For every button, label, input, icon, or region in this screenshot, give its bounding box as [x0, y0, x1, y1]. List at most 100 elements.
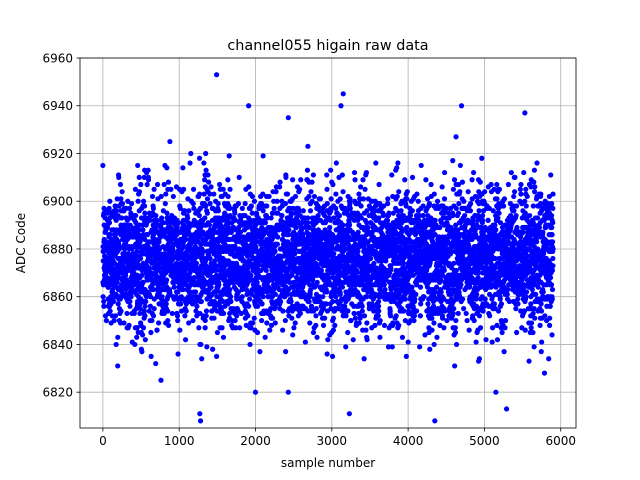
data-point [306, 298, 312, 305]
data-point [326, 275, 332, 281]
data-point [249, 210, 255, 216]
data-point [453, 222, 459, 228]
data-point [300, 208, 306, 214]
data-point [452, 329, 459, 336]
data-point [141, 308, 147, 314]
data-point [290, 177, 296, 183]
data-point [125, 198, 131, 204]
data-point [477, 325, 484, 331]
data-point [305, 143, 311, 149]
data-point [149, 282, 155, 288]
data-point [376, 215, 382, 221]
data-point [305, 215, 311, 221]
data-point [231, 279, 237, 285]
data-point [271, 205, 277, 211]
data-point [136, 227, 142, 233]
data-point [236, 174, 242, 180]
data-point [365, 224, 371, 231]
data-point [347, 196, 353, 202]
data-point [205, 172, 211, 178]
data-point [110, 298, 117, 305]
data-point [274, 198, 280, 204]
data-point [186, 208, 192, 214]
data-point [254, 279, 260, 285]
data-point [246, 184, 252, 190]
data-point [196, 155, 203, 161]
data-point [385, 344, 392, 350]
data-point [282, 201, 289, 207]
data-point [238, 310, 244, 317]
data-point [337, 196, 343, 202]
data-point [380, 212, 386, 219]
data-point [427, 346, 433, 352]
data-point [420, 212, 426, 219]
data-point [324, 186, 330, 192]
data-point [461, 306, 467, 312]
data-point [462, 227, 468, 233]
data-point [113, 217, 119, 223]
data-point [452, 363, 458, 369]
data-point [438, 289, 444, 295]
data-point [413, 229, 420, 235]
data-point [409, 284, 415, 290]
data-point [191, 205, 197, 211]
data-point [375, 303, 382, 309]
data-point [394, 208, 400, 214]
data-point [433, 284, 440, 290]
data-point [418, 301, 424, 307]
data-point [132, 341, 138, 348]
data-point [445, 246, 451, 252]
data-point [345, 308, 351, 314]
data-point [389, 344, 395, 350]
data-point [403, 203, 409, 209]
data-point [128, 212, 134, 219]
data-point [400, 212, 407, 219]
data-point [417, 344, 423, 350]
data-point [307, 208, 314, 214]
data-point [434, 198, 441, 204]
data-point [112, 232, 119, 238]
data-point [452, 325, 458, 331]
data-point [119, 215, 125, 221]
data-point [404, 224, 410, 231]
data-point [264, 215, 270, 221]
data-point [418, 162, 424, 169]
data-point [233, 325, 239, 331]
data-point [356, 191, 362, 197]
data-point [140, 325, 147, 331]
data-point [282, 317, 288, 324]
data-point [468, 201, 474, 207]
data-point [371, 208, 378, 214]
data-point [360, 177, 366, 183]
data-point [185, 215, 191, 221]
data-point [446, 210, 452, 216]
data-point [432, 289, 438, 295]
data-point [443, 205, 450, 211]
data-point [239, 294, 245, 300]
data-point [333, 294, 339, 300]
data-point [305, 220, 311, 226]
data-point [314, 334, 320, 340]
data-point [309, 198, 315, 204]
data-point [298, 177, 304, 183]
data-point [214, 329, 221, 336]
data-point [183, 236, 189, 243]
data-point [324, 201, 330, 207]
data-point [153, 212, 159, 219]
data-point [313, 322, 319, 328]
data-point [260, 191, 266, 197]
data-point [330, 315, 337, 321]
data-point [428, 181, 434, 188]
data-point [139, 349, 145, 355]
data-point [232, 217, 239, 223]
data-point [385, 201, 391, 207]
data-point [156, 239, 162, 245]
data-point [237, 229, 244, 235]
data-point [328, 167, 334, 173]
data-point [219, 224, 225, 231]
data-point [145, 177, 152, 183]
data-point [201, 191, 207, 197]
data-point [394, 193, 400, 200]
data-point [361, 356, 367, 362]
